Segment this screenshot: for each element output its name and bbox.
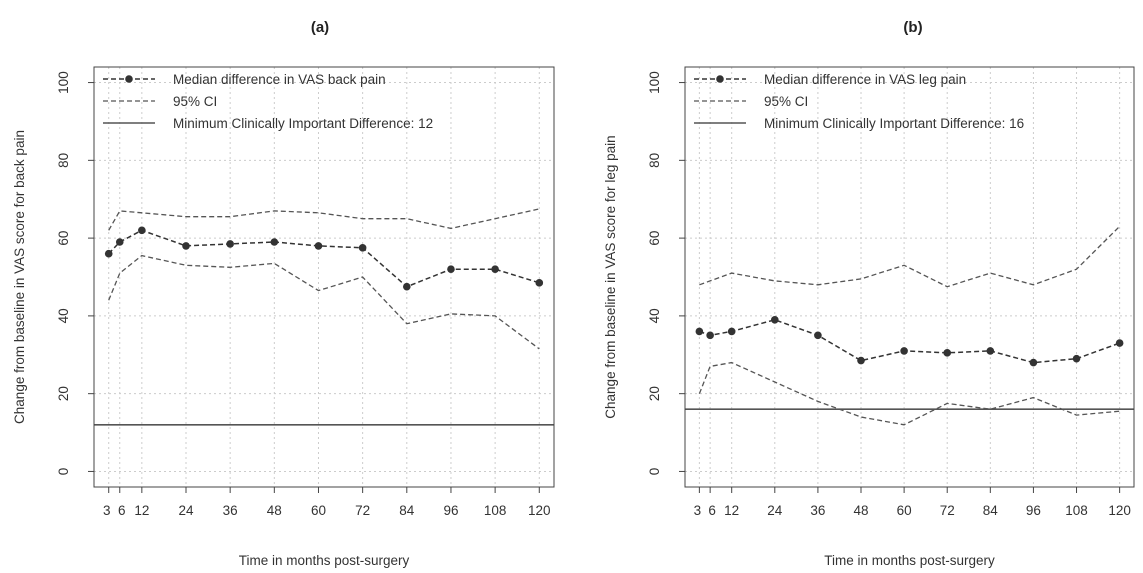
- y-axis: 0 20 40 60 80 100: [56, 71, 94, 475]
- y-axis-label: Change from baseline in VAS score for le…: [603, 135, 618, 418]
- y-tick-label: 40: [647, 308, 662, 323]
- data-point: [706, 331, 714, 340]
- data-point: [314, 242, 323, 250]
- plot-frame: [684, 66, 1135, 488]
- y-tick-label: 100: [647, 71, 662, 94]
- data-point: [1072, 354, 1081, 363]
- y-tick-label: 40: [56, 308, 71, 323]
- x-tick-label: 36: [223, 503, 238, 518]
- data-point: [115, 238, 124, 246]
- data-point: [727, 327, 736, 336]
- data-point: [1115, 339, 1124, 347]
- y-tick-label: 60: [56, 231, 71, 246]
- ci-upper-line: [108, 208, 540, 231]
- legend-label: Minimum Clinically Important Difference:…: [764, 116, 1024, 131]
- series-lines: [108, 208, 540, 350]
- x-tick-label: 12: [134, 503, 149, 518]
- x-tick-label: 6: [118, 503, 126, 518]
- data-point: [943, 349, 952, 357]
- data-point: [986, 347, 995, 355]
- ci-lower-line: [108, 254, 540, 350]
- series-markers: [695, 315, 1124, 367]
- x-tick-label: 60: [897, 503, 912, 518]
- data-point: [900, 347, 908, 355]
- data-point: [814, 331, 822, 340]
- chart-panel-a: (a) 3 6 12 24 36 48 60 72 84 96 108 120 0 20 40 60 80 10…: [12, 19, 555, 568]
- chart-title: (b): [903, 19, 922, 36]
- x-tick-label: 12: [724, 503, 739, 518]
- legend: Median difference in VAS back pain 95% CI…: [103, 72, 433, 131]
- x-tick-label: 3: [103, 503, 111, 518]
- legend-label: Minimum Clinically Important Difference:…: [173, 116, 433, 131]
- data-point: [226, 240, 234, 248]
- x-tick-label: 84: [983, 503, 999, 518]
- x-tick-label: 24: [767, 503, 783, 518]
- y-tick-label: 0: [647, 468, 662, 476]
- data-point: [104, 249, 113, 258]
- x-axis-label: Time in months post-surgery: [824, 553, 995, 568]
- legend: Median difference in VAS leg pain 95% CI M…: [694, 72, 1024, 131]
- y-tick-label: 0: [56, 468, 71, 476]
- x-axis: 3 6 12 24 36 48 60 72 84 96 108 120: [103, 487, 551, 518]
- y-tick-label: 20: [56, 386, 71, 401]
- data-point: [1029, 358, 1038, 367]
- chart-panel-b: (b) 3 6 12 24 36 48 60 72 84 96 108 120 0 20 40 60 80 10…: [603, 19, 1135, 568]
- data-point: [695, 327, 704, 336]
- data-point: [857, 356, 865, 365]
- data-point: [535, 279, 544, 287]
- grid: [94, 67, 554, 487]
- legend-label: Median difference in VAS back pain: [173, 72, 386, 87]
- x-tick-label: 108: [1065, 503, 1088, 518]
- legend-marker: [125, 75, 133, 83]
- legend-marker: [716, 75, 724, 83]
- x-tick-label: 96: [443, 503, 458, 518]
- x-tick-label: 48: [853, 503, 868, 518]
- data-point: [358, 244, 367, 252]
- x-tick-label: 120: [528, 503, 551, 518]
- x-tick-label: 96: [1026, 503, 1041, 518]
- y-tick-label: 20: [647, 386, 662, 401]
- x-tick-label: 84: [399, 503, 415, 518]
- data-point: [447, 265, 455, 274]
- y-tick-label: 80: [647, 153, 662, 168]
- y-tick-label: 80: [56, 153, 71, 168]
- x-tick-label: 72: [940, 503, 955, 518]
- data-point: [270, 238, 279, 246]
- median-line: [699, 319, 1120, 364]
- plot-frame: [93, 66, 555, 488]
- legend-label: Median difference in VAS leg pain: [764, 72, 966, 87]
- y-axis-label: Change from baseline in VAS score for ba…: [12, 130, 27, 424]
- legend-label: 95% CI: [173, 94, 217, 109]
- y-tick-label: 100: [56, 71, 71, 94]
- x-tick-label: 24: [178, 503, 194, 518]
- x-axis: 3 6 12 24 36 48 60 72 84 96 108 120: [694, 487, 1131, 518]
- series-lines: [698, 225, 1121, 426]
- x-tick-label: 48: [267, 503, 282, 518]
- data-point: [182, 242, 190, 250]
- legend-label: 95% CI: [764, 94, 808, 109]
- y-tick-label: 60: [647, 231, 662, 246]
- ci-lower-line: [698, 361, 1120, 426]
- data-point: [491, 265, 499, 274]
- x-tick-label: 3: [694, 503, 702, 518]
- x-tick-label: 60: [311, 503, 326, 518]
- data-point: [403, 282, 411, 291]
- chart-title: (a): [311, 19, 329, 36]
- x-tick-label: 72: [355, 503, 370, 518]
- x-tick-label: 120: [1108, 503, 1131, 518]
- grid: [685, 67, 1134, 487]
- ci-upper-line: [699, 225, 1121, 288]
- x-axis-label: Time in months post-surgery: [239, 553, 410, 568]
- series-markers: [104, 226, 544, 291]
- x-tick-label: 108: [484, 503, 507, 518]
- y-axis: 0 20 40 60 80 100: [647, 71, 685, 475]
- x-tick-label: 36: [810, 503, 825, 518]
- x-tick-label: 6: [708, 503, 716, 518]
- median-line: [108, 229, 540, 288]
- data-point: [138, 226, 146, 235]
- data-point: [771, 315, 779, 324]
